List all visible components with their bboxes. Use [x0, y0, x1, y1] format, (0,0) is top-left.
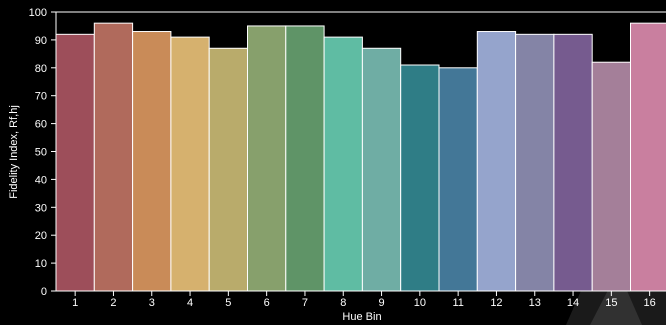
bar-14 [553, 33, 593, 292]
x-tick-label-6: 6 [264, 297, 270, 309]
bar-3 [132, 31, 172, 292]
y-tick-label-80: 80 [35, 63, 47, 75]
x-tick-label-8: 8 [340, 297, 346, 309]
bar-6 [247, 25, 287, 292]
y-tick-label-20: 20 [35, 230, 47, 242]
y-tick-label-70: 70 [35, 91, 47, 103]
bar-13 [515, 33, 555, 292]
x-tick-label-14: 14 [567, 297, 579, 309]
x-tick-label-13: 13 [529, 297, 541, 309]
x-tick-label-3: 3 [149, 297, 155, 309]
y-tick-label-30: 30 [35, 202, 47, 214]
y-tick-label-50: 50 [35, 147, 47, 159]
bar-16 [630, 22, 666, 292]
y-axis-label: Fidelity Index, Rf,hj [8, 105, 20, 199]
x-tick-label-11: 11 [452, 297, 463, 309]
x-tick-label-10: 10 [414, 297, 426, 309]
y-ticks-group: 0 10 20 30 40 50 60 70 80 90 100 [29, 7, 56, 298]
x-tick-label-2: 2 [110, 297, 116, 309]
x-tick-label-15: 15 [605, 297, 617, 309]
x-ticks-group: 1 2 3 4 5 6 7 8 9 10 11 12 13 14 15 16 [72, 291, 656, 309]
bar-8 [323, 36, 363, 292]
x-tick-label-7: 7 [302, 297, 308, 309]
bar-11 [438, 67, 478, 292]
x-tick-label-5: 5 [225, 297, 231, 309]
bar-4 [170, 36, 210, 292]
bar-7 [285, 25, 325, 292]
bar-2 [93, 22, 134, 292]
x-tick-label-1: 1 [72, 297, 78, 309]
x-tick-label-9: 9 [378, 297, 384, 309]
bar-5 [208, 47, 248, 292]
bars-group [55, 22, 666, 292]
x-tick-label-12: 12 [490, 297, 502, 309]
y-tick-label-10: 10 [35, 258, 47, 270]
y-tick-label-40: 40 [35, 174, 47, 186]
y-tick-label-100: 100 [29, 7, 47, 19]
y-tick-label-0: 0 [41, 286, 47, 298]
bar-12 [476, 31, 517, 292]
y-tick-label-90: 90 [35, 35, 47, 47]
x-tick-label-4: 4 [187, 297, 193, 309]
bar-1 [55, 33, 95, 292]
bar-15 [591, 61, 632, 292]
bar-10 [400, 64, 440, 292]
x-tick-label-16: 16 [644, 297, 656, 309]
y-tick-label-60: 60 [35, 119, 47, 131]
x-axis-label: Hue Bin [342, 311, 381, 323]
bar-9 [361, 47, 402, 292]
